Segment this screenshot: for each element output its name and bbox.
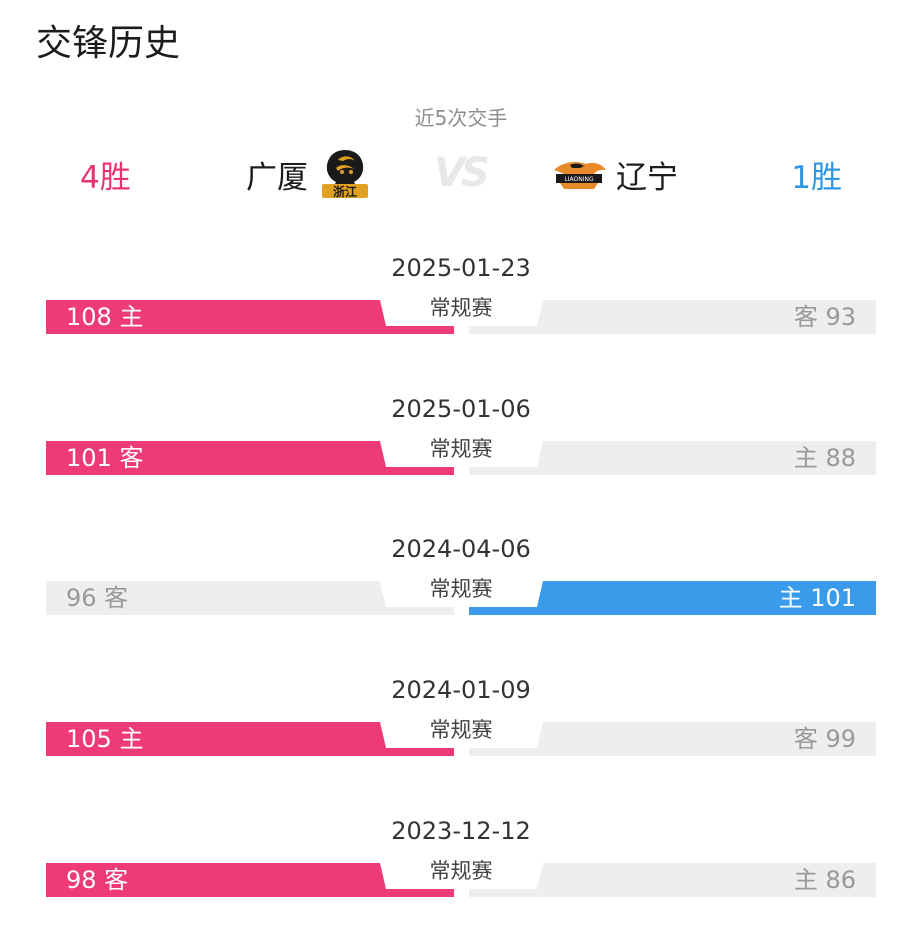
match-date: 2024-04-06 xyxy=(391,535,531,563)
right-score: 主 88 xyxy=(793,444,856,472)
recent-matches-label: 近5次交手 xyxy=(414,106,508,130)
right-team-wins: 1胜 xyxy=(791,160,842,196)
right-score: 客 99 xyxy=(793,725,856,753)
match-date: 2024-01-09 xyxy=(391,676,531,704)
liaoning-logo-text: LIAONING xyxy=(564,176,594,183)
match-type: 常规赛 xyxy=(429,859,493,883)
match-row[interactable]: 2025-01-23 108 主 常规赛 客 93 xyxy=(0,254,922,374)
zhejiang-logo-text: 浙江 xyxy=(333,184,357,199)
right-score-bar: 客 93 xyxy=(469,300,876,334)
match-row[interactable]: 2025-01-06 101 客 常规赛 主 88 xyxy=(0,395,922,515)
right-bar-shape xyxy=(469,441,876,475)
right-score-bar: 主 88 xyxy=(469,441,876,475)
left-score: 101 客 xyxy=(66,444,144,472)
right-bar-shape xyxy=(469,581,876,615)
match-type: 常规赛 xyxy=(429,437,493,461)
match-type: 常规赛 xyxy=(429,718,493,742)
left-score: 108 主 xyxy=(66,303,144,331)
left-team-wins: 4胜 xyxy=(80,160,131,196)
right-score-bar: 客 99 xyxy=(469,722,876,756)
right-team-name[interactable]: 辽宁 xyxy=(616,160,678,196)
vs-mark: VS xyxy=(434,150,490,196)
right-bar-shape xyxy=(469,300,876,334)
match-type: 常规赛 xyxy=(429,577,493,601)
match-row[interactable]: 2024-01-09 105 主 常规赛 客 99 xyxy=(0,676,922,796)
match-date: 2025-01-06 xyxy=(391,395,531,423)
left-bar-shape xyxy=(46,722,454,756)
left-bar-shape xyxy=(46,581,454,615)
zhejiang-lion-logo-icon[interactable]: 浙江 xyxy=(318,146,372,200)
right-score: 主 86 xyxy=(793,866,856,894)
right-score-bar: 主 86 xyxy=(469,863,876,897)
right-bar-shape xyxy=(469,722,876,756)
left-score-bar: 108 主 xyxy=(46,300,454,334)
left-score-bar: 96 客 xyxy=(46,581,454,615)
match-date: 2023-12-12 xyxy=(391,817,531,845)
right-score: 主 101 xyxy=(778,584,856,612)
left-score-bar: 101 客 xyxy=(46,441,454,475)
left-bar-shape xyxy=(46,441,454,475)
left-bar-shape xyxy=(46,300,454,334)
left-score: 105 主 xyxy=(66,725,144,753)
right-score: 客 93 xyxy=(793,303,856,331)
left-team-name[interactable]: 广厦 xyxy=(246,160,308,196)
match-row[interactable]: 2024-04-06 96 客 常规赛 主 101 xyxy=(0,535,922,655)
match-type: 常规赛 xyxy=(429,296,493,320)
match-date: 2025-01-23 xyxy=(391,254,531,282)
page-title: 交锋历史 xyxy=(36,23,181,64)
right-score-bar: 主 101 xyxy=(469,581,876,615)
liaoning-leopard-logo-icon[interactable]: LIAONING xyxy=(550,158,608,192)
match-row[interactable]: 2023-12-12 98 客 常规赛 主 86 xyxy=(0,817,922,937)
left-score-bar: 105 主 xyxy=(46,722,454,756)
left-score: 96 客 xyxy=(66,584,129,612)
